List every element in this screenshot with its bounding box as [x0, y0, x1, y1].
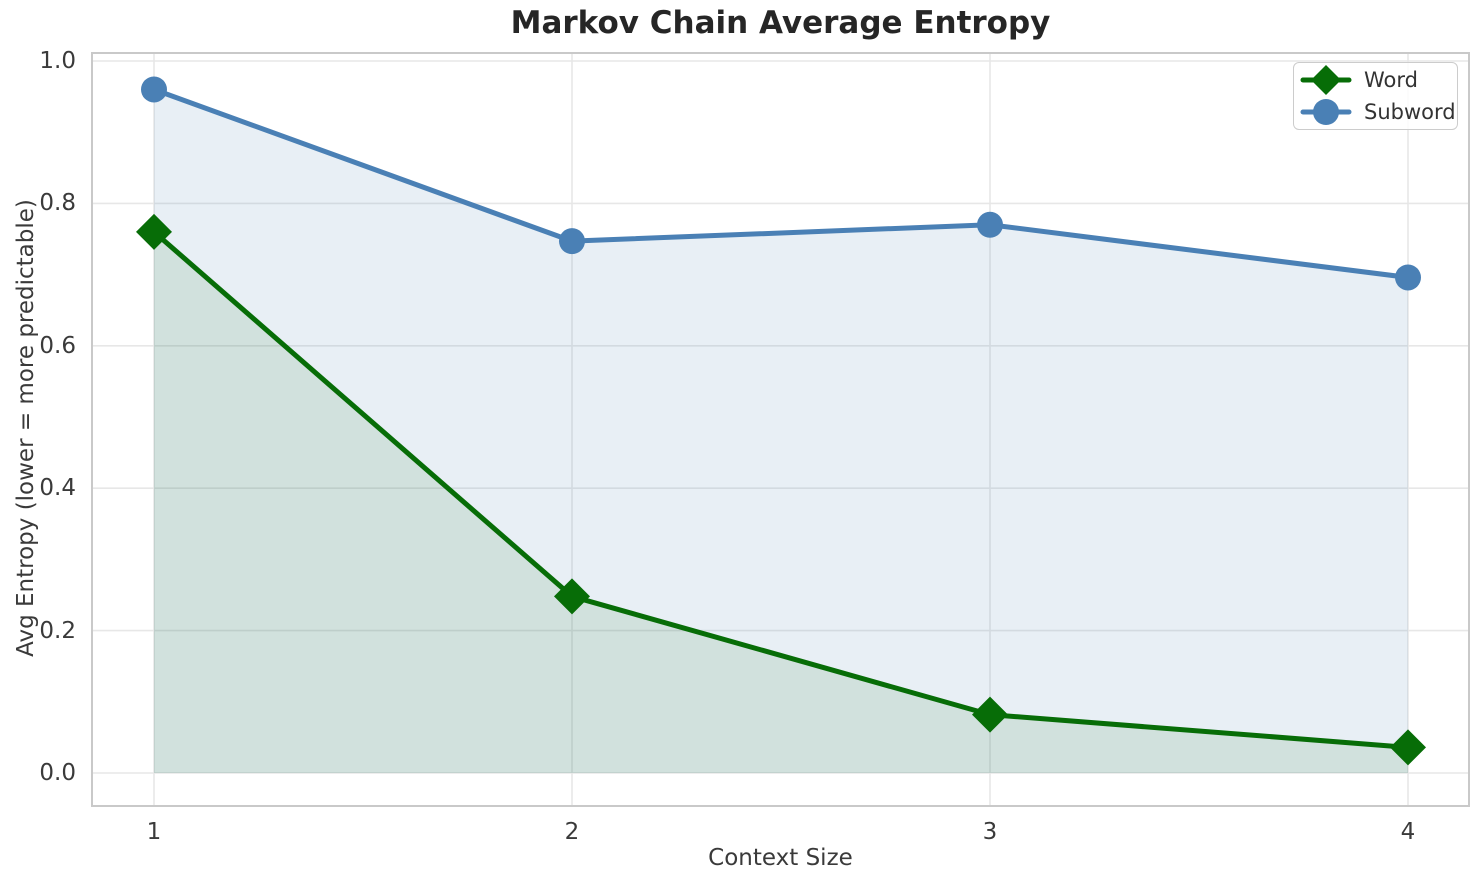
marker-subword: [1395, 264, 1421, 291]
marker-subword: [559, 228, 585, 255]
marker-word: [554, 578, 590, 615]
x-tick-label: 4: [1400, 819, 1416, 845]
marker-word: [1390, 729, 1426, 766]
legend-item-subword: Subword: [1300, 96, 1456, 128]
x-axis-label: Context Size: [708, 845, 853, 871]
area-fill-word: [154, 231, 1408, 773]
marker-word: [136, 213, 172, 250]
y-tick-label: 0.0: [39, 760, 76, 786]
chart-title: Markov Chain Average Entropy: [510, 5, 1051, 41]
y-tick-label: 0.2: [39, 617, 76, 644]
y-tick-label: 0.8: [39, 190, 76, 217]
y-tick-label: 0.4: [39, 475, 76, 502]
legend-label-word: Word: [1364, 68, 1418, 92]
series-line-word: [151, 229, 1411, 750]
legend-item-word: Word: [1300, 64, 1449, 96]
x-tick-label: 1: [146, 819, 162, 845]
legend-label-subword: Subword: [1364, 100, 1456, 124]
y-tick-label: 1.0: [39, 48, 76, 74]
legend: Word Subword: [1293, 62, 1458, 130]
plot-spines: [91, 52, 1470, 807]
marker-subword: [977, 211, 1003, 238]
marker-subword: [141, 76, 167, 103]
word-line-diamond-icon: [1300, 65, 1352, 95]
x-tick-label: 3: [982, 819, 998, 845]
area-fill-subword: [154, 89, 1408, 774]
y-axis-label: Avg Entropy (lower = more predictable): [13, 199, 39, 657]
series-line-subword: [151, 86, 1411, 280]
x-tick-label: 2: [564, 819, 580, 845]
y-tick-label: 0.6: [39, 332, 76, 359]
marker-word: [972, 696, 1008, 733]
subword-line-circle-icon: [1300, 99, 1352, 125]
